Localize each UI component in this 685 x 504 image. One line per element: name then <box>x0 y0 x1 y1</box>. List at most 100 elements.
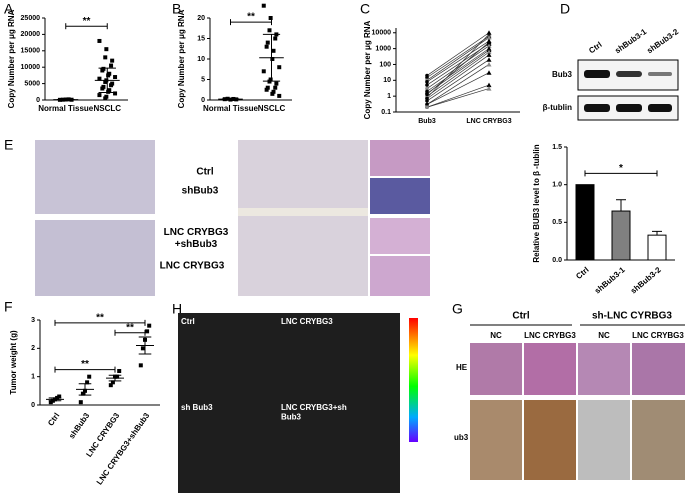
column-label: NC <box>490 331 502 340</box>
data-point <box>264 87 269 92</box>
y-tick-label: 20000 <box>21 31 41 38</box>
y-tick-label: 100 <box>379 61 391 68</box>
group-label: LNC CRYBG3 +shBub3 <box>164 227 229 250</box>
data-point <box>273 85 278 90</box>
pair-line <box>426 51 490 97</box>
x-tick-label: shBub3-2 <box>629 265 663 296</box>
group-label: shBub3 <box>182 186 219 197</box>
data-point <box>425 83 429 87</box>
bar <box>647 234 667 261</box>
row-label: β-tublin <box>543 103 572 112</box>
y-tick-label: 1.0 <box>552 182 562 189</box>
x-tick-label: Ctrl <box>46 411 61 427</box>
y-tick-label: 1 <box>387 93 391 100</box>
data-point <box>103 79 108 84</box>
data-point <box>147 323 152 328</box>
data-point <box>486 70 492 75</box>
histology <box>370 256 430 296</box>
y-tick-label: 10000 <box>372 30 392 37</box>
blot-band <box>584 104 610 112</box>
color-scale <box>409 318 418 442</box>
data-point <box>267 28 272 33</box>
y-tick-label: 3 <box>31 317 35 324</box>
data-point <box>110 58 115 63</box>
x-tick-label: NSCLC <box>258 104 286 113</box>
data-point <box>425 75 429 80</box>
image-label: LNC CRYBG3 <box>281 317 333 326</box>
row-label: HE <box>456 363 468 372</box>
ihc-image <box>578 400 630 480</box>
data-point <box>100 86 105 91</box>
group-label: LNC CRYBG3 <box>160 261 225 272</box>
data-point <box>110 380 115 385</box>
data-point <box>97 76 102 81</box>
data-point <box>103 96 108 101</box>
x-tick-label: LNC CRYBG3 <box>466 118 511 125</box>
imaging-photo <box>178 313 400 493</box>
data-point <box>486 39 492 45</box>
data-point <box>109 83 114 88</box>
x-tick-label: NSCLC <box>93 104 121 113</box>
data-point <box>425 105 429 110</box>
row-label: ub3 <box>454 433 469 442</box>
data-point <box>106 89 111 94</box>
pair-line <box>426 64 490 105</box>
x-tick-label: Bub3 <box>418 118 436 125</box>
y-tick-label: 10000 <box>21 64 41 71</box>
data-point <box>100 68 105 73</box>
y-tick-label: 0.5 <box>552 219 562 226</box>
significance-label: * <box>619 163 623 174</box>
data-point <box>273 36 278 41</box>
ihc-image <box>578 343 630 395</box>
blot-band <box>584 70 610 78</box>
y-axis-label: Relative BUB3 level to β -tublin <box>532 144 541 262</box>
panel-letter: D <box>560 1 570 17</box>
data-point <box>140 346 145 351</box>
lane-label: Ctrl <box>587 40 603 55</box>
data-point <box>80 391 85 396</box>
data-point <box>425 99 429 103</box>
significance-label: ** <box>81 359 89 370</box>
data-point <box>271 48 276 53</box>
significance-label: ** <box>126 322 134 333</box>
y-tick-label: 0 <box>201 97 205 104</box>
data-point <box>261 3 266 8</box>
x-tick-label: Normal Tissue <box>203 104 259 113</box>
y-tick-label: 1 <box>31 374 35 381</box>
data-point <box>85 380 90 385</box>
pair-line <box>426 59 490 102</box>
data-point <box>265 85 270 90</box>
data-point <box>115 374 120 379</box>
y-tick-label: 0.1 <box>381 109 391 116</box>
blot-band <box>616 71 642 77</box>
data-point <box>113 75 118 80</box>
ihc-image <box>470 400 522 480</box>
ihc-image <box>524 343 576 395</box>
data-point <box>109 63 114 68</box>
image-label: Ctrl <box>181 317 195 326</box>
data-point <box>277 65 282 70</box>
pair-line <box>426 54 490 99</box>
panel-letter: B <box>172 1 181 17</box>
y-tick-label: 0 <box>31 402 35 409</box>
group-label: Ctrl <box>512 311 529 322</box>
y-tick-label: 25000 <box>21 15 41 22</box>
blot-band <box>616 104 642 112</box>
data-point <box>264 44 269 49</box>
data-point <box>486 61 492 67</box>
blot-band <box>648 104 672 112</box>
data-point <box>106 73 111 78</box>
pair-line <box>426 40 490 83</box>
ihc-image <box>524 400 576 480</box>
data-point <box>486 52 492 57</box>
pair-line <box>426 49 490 94</box>
bar <box>575 184 595 261</box>
data-point <box>270 91 275 96</box>
tumor-photo <box>238 140 368 296</box>
data-point <box>78 400 83 405</box>
significance-label: ** <box>96 312 104 323</box>
y-tick-label: 5 <box>201 76 205 83</box>
data-point <box>486 30 492 35</box>
pair-line <box>426 48 490 92</box>
